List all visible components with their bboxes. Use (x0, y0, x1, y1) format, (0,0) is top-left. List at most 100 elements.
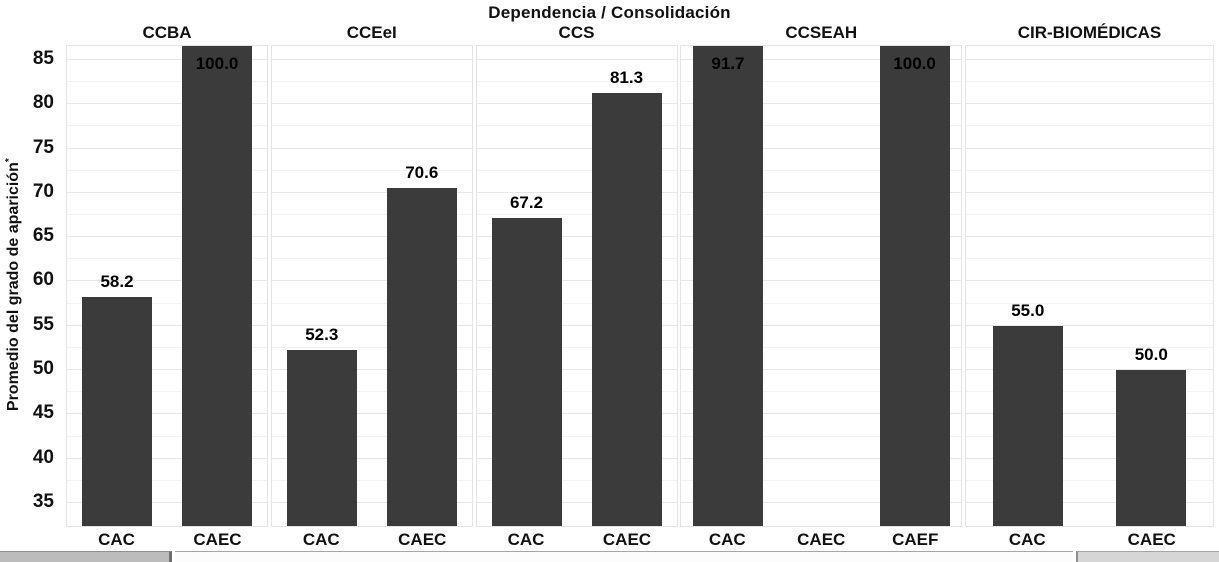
gridline-minor (271, 81, 472, 83)
y-tick-label: 75 (32, 136, 54, 158)
gridline-minor (966, 479, 1213, 481)
gridline-major (271, 147, 472, 149)
gridline-minor (966, 81, 1213, 83)
gridline-minor (271, 391, 472, 393)
gridline-minor (681, 346, 962, 348)
gridline-major (681, 236, 962, 238)
y-tick-label: 50 (32, 358, 54, 380)
gridline-major (681, 413, 962, 415)
gridline-major (681, 324, 962, 326)
bar (286, 349, 357, 526)
gridline-major (476, 147, 677, 149)
gridline-minor (681, 169, 962, 171)
bar-value-label: 52.3 (305, 324, 339, 344)
gridline-minor (966, 258, 1213, 260)
horizontal-scrollbar[interactable] (0, 550, 1219, 562)
gridline-major (476, 58, 677, 60)
gridline-minor (681, 435, 962, 437)
x-axis-labels: CAC CAEC (271, 527, 473, 552)
x-axis-labels: CAC CAEC (965, 527, 1214, 552)
gridline-minor (67, 302, 267, 304)
y-tick-label: 80 (32, 92, 54, 114)
bar-slot: 55.0 (966, 46, 1090, 526)
gridline-major (966, 236, 1213, 238)
bar (182, 46, 252, 526)
facet: CIR-BIOMÉDICAS 55.0 50.0 CAC CAEC (965, 23, 1214, 552)
bar-value-label: 55.0 (1011, 300, 1045, 320)
bar-value-label: 100.0 (893, 54, 936, 73)
gridline-minor (681, 213, 962, 215)
x-tick-label: CAEC (398, 529, 447, 549)
gridline-minor (681, 479, 962, 481)
gridline-major (271, 457, 472, 459)
gridline-major (476, 369, 677, 371)
gridline-minor (271, 213, 472, 215)
gridline-minor (681, 302, 962, 304)
gridline-major (681, 58, 962, 60)
gridline-minor (67, 391, 267, 393)
gridline-major (67, 501, 267, 503)
bar (591, 92, 662, 526)
bar-slot: 58.2 (67, 46, 167, 526)
facet-label: CCBA (142, 23, 192, 42)
gridline-minor (271, 125, 472, 127)
x-tick-label: CAC (302, 529, 340, 549)
facet-label: CCS (558, 23, 595, 42)
bar-slot: 81.3 (577, 46, 677, 526)
gridline-minor (476, 125, 677, 127)
gridline-major (271, 236, 472, 238)
x-tick-label: CAEC (602, 529, 652, 549)
scrollbar-corner (1076, 551, 1219, 562)
gridline-major (476, 457, 677, 459)
scrollbar-thumb[interactable] (0, 551, 172, 562)
gridline-minor (67, 479, 267, 481)
gridline-major (271, 280, 472, 282)
facet-label: CIR-BIOMÉDICAS (1017, 23, 1162, 42)
gridline-minor (271, 302, 472, 304)
gridline-minor (271, 435, 472, 437)
gridline-major (67, 236, 267, 238)
gridline-major (681, 103, 962, 105)
gridline-major (476, 501, 677, 503)
bar-slot: 50.0 (1090, 46, 1214, 526)
gridline-major (476, 413, 677, 415)
y-tick-label: 45 (32, 402, 54, 424)
gridline-minor (681, 125, 962, 127)
y-tick-label: 85 (32, 47, 54, 69)
x-tick-label: CAEF (892, 529, 939, 549)
gridline-minor (476, 213, 677, 215)
gridline-major (966, 324, 1213, 326)
gridline-minor (966, 302, 1213, 304)
gridline-minor (67, 346, 267, 348)
gridline-major (966, 369, 1213, 371)
x-tick-label: CAC (1008, 529, 1046, 549)
gridline-major (271, 191, 472, 193)
gridline-major (681, 501, 962, 503)
gridline-major (67, 280, 267, 282)
facet-label: CCSEAH (785, 23, 858, 42)
gridline-major (966, 280, 1213, 282)
scrollbar-track[interactable] (175, 551, 1073, 562)
gridline-minor (476, 302, 677, 304)
chart-title: Dependencia / Consolidación (488, 3, 731, 22)
facet: CCS 67.2 81.3 CAC CAEC (475, 23, 678, 552)
y-axis-ticks: 35 40 45 50 55 60 65 70 75 80 85 (0, 45, 62, 525)
gridline-major (271, 324, 472, 326)
facet-panel: 52.3 70.6 (270, 45, 473, 527)
bar-value-label: 100.0 (195, 54, 239, 73)
gridline-minor (67, 169, 267, 171)
facet: CCSEAH 91.7 100.0 CAC CAEC CAEF (680, 23, 963, 552)
bar-value-label: 58.2 (100, 272, 134, 292)
facet-panel: 58.2 100.0 (66, 45, 268, 527)
facet-panel: 91.7 100.0 (680, 45, 963, 527)
gridline-major (271, 103, 472, 105)
gridline-major (681, 369, 962, 371)
bar (82, 297, 152, 526)
bar (692, 46, 763, 526)
gridline-minor (271, 169, 472, 171)
x-tick-label: CAEC (797, 529, 846, 549)
gridline-minor (966, 169, 1213, 171)
gridline-major (681, 191, 962, 193)
gridline-major (271, 58, 472, 60)
bar-slot: 100.0 (868, 46, 961, 526)
